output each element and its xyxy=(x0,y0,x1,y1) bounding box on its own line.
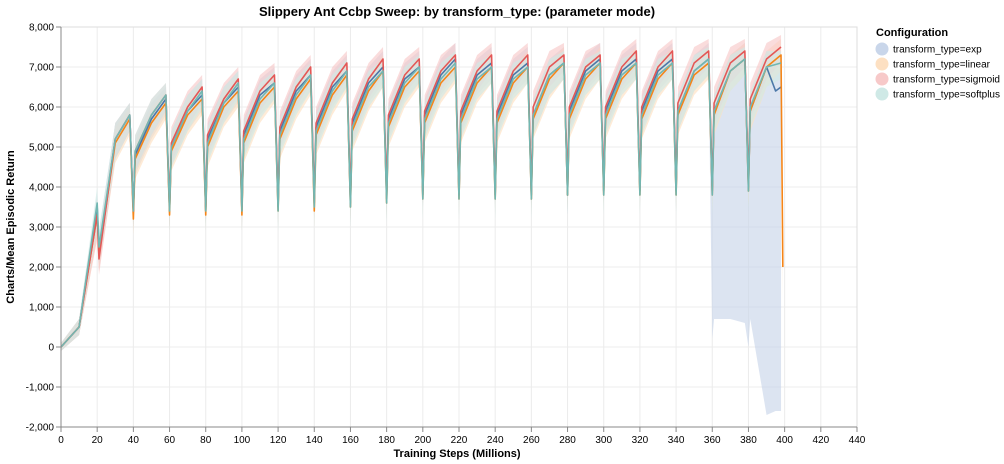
x-tick-label-2: 40 xyxy=(128,435,140,446)
y-tick-label-0: -2,000 xyxy=(26,423,55,434)
y-tick-label-7: 5,000 xyxy=(29,143,54,154)
x-tick-label-7: 140 xyxy=(306,435,323,446)
x-tick-label-3: 60 xyxy=(164,435,176,446)
legend-swatch-3 xyxy=(875,87,889,101)
x-axis-label: Training Steps (Millions) xyxy=(393,448,520,460)
x-tick-label-13: 260 xyxy=(523,435,540,446)
y-tick-label-3: 1,000 xyxy=(29,303,54,314)
y-axis-label: Charts/Mean Episodic Return xyxy=(5,150,17,304)
x-tick-label-5: 100 xyxy=(234,435,251,446)
x-tick-label-6: 120 xyxy=(270,435,287,446)
series-lines xyxy=(60,46,784,348)
legend-title: Configuration xyxy=(876,27,948,39)
x-tick-label-19: 380 xyxy=(740,435,757,446)
legend-swatch-2 xyxy=(875,72,889,86)
y-tick-label-4: 2,000 xyxy=(29,263,54,274)
x-tick-label-15: 300 xyxy=(595,435,612,446)
x-tick-label-12: 240 xyxy=(487,435,504,446)
y-tick-label-1: -1,000 xyxy=(26,383,55,394)
x-tick-label-14: 280 xyxy=(559,435,576,446)
x-tick-label-18: 360 xyxy=(704,435,721,446)
x-tick-label-16: 320 xyxy=(632,435,649,446)
x-tick-label-1: 20 xyxy=(92,435,104,446)
x-tick-label-8: 160 xyxy=(342,435,359,446)
x-tick-label-11: 220 xyxy=(451,435,468,446)
y-tick-label-2: 0 xyxy=(48,343,54,354)
legend-swatch-1 xyxy=(875,57,889,71)
y-tick-label-5: 3,000 xyxy=(29,223,54,234)
chart-title: Slippery Ant Ccbp Sweep: by transform_ty… xyxy=(259,4,655,19)
legend-label-0: transform_type=exp xyxy=(893,45,982,56)
x-tick-label-21: 420 xyxy=(812,435,829,446)
x-tick-label-4: 80 xyxy=(200,435,212,446)
x-tick-label-22: 440 xyxy=(849,435,866,446)
y-axis-ticks: -2,000 -1,000 0 1,000 2,000 3,000 4,000 5,000 6,… xyxy=(26,23,61,434)
y-tick-label-9: 7,000 xyxy=(29,63,54,74)
legend-label-1: transform_type=linear xyxy=(893,60,991,71)
legend-swatch-0 xyxy=(875,42,889,56)
x-tick-label-10: 200 xyxy=(414,435,431,446)
series-line-3 xyxy=(60,58,782,348)
legend: Configuration transform_type=exp transfor… xyxy=(875,27,1000,101)
x-tick-label-9: 180 xyxy=(378,435,395,446)
x-tick-label-20: 400 xyxy=(776,435,793,446)
y-tick-label-8: 6,000 xyxy=(29,103,54,114)
y-tick-label-10: 8,000 xyxy=(29,23,54,34)
x-axis-ticks: 0 20 40 60 80 100 120 140 160 180 200 220 240 260 280 3… xyxy=(58,427,866,446)
legend-label-2: transform_type=sigmoid xyxy=(893,75,1000,86)
y-tick-label-6: 4,000 xyxy=(29,183,54,194)
x-tick-label-17: 340 xyxy=(668,435,685,446)
x-tick-label-0: 0 xyxy=(58,435,64,446)
legend-label-3: transform_type=softplus xyxy=(893,90,1000,101)
